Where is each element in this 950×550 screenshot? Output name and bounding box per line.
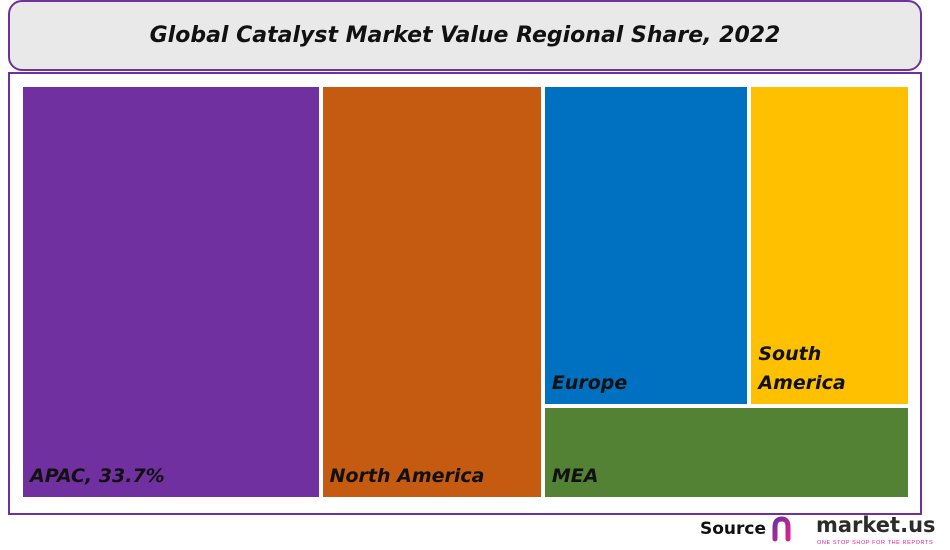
treemap-label-europe: Europe	[551, 371, 628, 394]
source-label: Source	[700, 519, 767, 539]
brand-tagline: ONE STOP SHOP FOR THE REPORTS	[817, 540, 934, 546]
treemap-label-apac: APAC, 33.7%	[30, 465, 165, 487]
treemap-label-north-america: North America	[329, 465, 485, 487]
market-us-logo-icon	[772, 514, 808, 548]
treemap-frame: APAC, 33.7% North America Europe South Amer…	[8, 72, 922, 515]
treemap-tile-north-america: North America	[320, 85, 543, 499]
treemap-label-mea: MEA	[551, 464, 599, 487]
treemap-tile-mea: MEA	[542, 405, 910, 499]
brand-name: market.us	[816, 513, 936, 537]
treemap-tile-apac: APAC, 33.7%	[21, 85, 321, 499]
chart-title-box: Global Catalyst Market Value Regional Sh…	[8, 0, 922, 71]
treemap-tile-europe: Europe	[542, 85, 750, 406]
treemap-tile-south-america: South America	[749, 85, 910, 406]
treemap-label-south-america: South America	[758, 342, 846, 394]
chart-title: Global Catalyst Market Value Regional Sh…	[149, 23, 781, 48]
